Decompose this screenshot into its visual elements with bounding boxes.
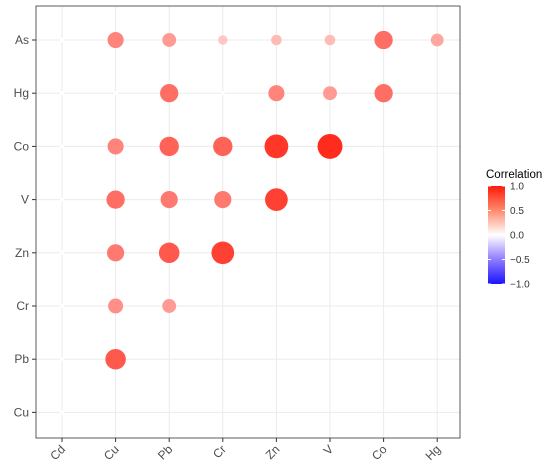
point-cd-zn — [60, 250, 64, 255]
y-tick-label-hg: Hg — [14, 86, 29, 100]
point-zn-as — [271, 34, 282, 46]
legend-tick-label: 0.0 — [510, 231, 524, 242]
point-cu-as — [107, 31, 124, 49]
point-v-as — [324, 34, 336, 46]
point-pb-cr — [162, 299, 177, 313]
point-co-as — [374, 30, 393, 50]
point-zn-co — [264, 134, 289, 159]
point-co-hg — [374, 84, 393, 103]
y-tick-label-cu: Cu — [14, 405, 29, 419]
point-cu-v — [106, 190, 125, 209]
legend-tick-label: −1.0 — [510, 280, 530, 291]
y-tick-label-co: Co — [14, 139, 30, 153]
point-cu-cr — [108, 298, 124, 314]
legend-tick-label: 1.0 — [510, 182, 524, 193]
point-hg-as — [430, 33, 444, 47]
point-cr-hg — [220, 91, 225, 96]
point-pb-zn — [158, 242, 180, 264]
point-cu-hg — [113, 91, 118, 96]
point-cr-as — [218, 35, 228, 45]
legend-colorbar — [488, 186, 505, 284]
point-pb-as — [162, 33, 177, 47]
point-cr-zn — [211, 241, 235, 265]
point-cd-v — [60, 197, 64, 202]
point-cu-pb — [105, 348, 126, 370]
point-cd-cu — [60, 410, 64, 415]
y-tick-label-v: V — [21, 193, 29, 207]
point-v-hg — [323, 86, 337, 101]
y-tick-label-zn: Zn — [15, 246, 29, 260]
legend: Correlation 1.0 0.5 0.0 −0.5 −1.0 — [486, 169, 542, 291]
point-cu-co — [107, 138, 124, 155]
point-cu-zn — [107, 244, 125, 262]
data-points — [60, 30, 444, 415]
legend-ticks: 1.0 0.5 0.0 −0.5 −1.0 — [488, 182, 530, 291]
point-pb-v — [160, 191, 178, 209]
point-cr-v — [214, 191, 232, 209]
y-tick-label-cr: Cr — [16, 299, 29, 313]
point-cd-as — [60, 38, 64, 42]
legend-title: Correlation — [486, 169, 542, 181]
point-cr-co — [213, 136, 233, 157]
point-zn-v — [265, 188, 288, 211]
plot-panel — [35, 5, 461, 439]
y-tick-label-as: As — [15, 33, 29, 47]
legend-tick-label: 0.5 — [510, 206, 524, 217]
point-cd-hg — [60, 91, 64, 96]
point-cd-co — [60, 144, 64, 149]
point-zn-hg — [268, 85, 285, 102]
point-v-co — [317, 133, 343, 159]
point-cd-pb — [60, 357, 64, 362]
y-tick-label-pb: Pb — [14, 352, 29, 366]
point-pb-co — [159, 136, 179, 157]
point-pb-hg — [160, 84, 179, 103]
point-cd-cr — [60, 304, 64, 308]
legend-tick-label: −0.5 — [510, 255, 530, 266]
